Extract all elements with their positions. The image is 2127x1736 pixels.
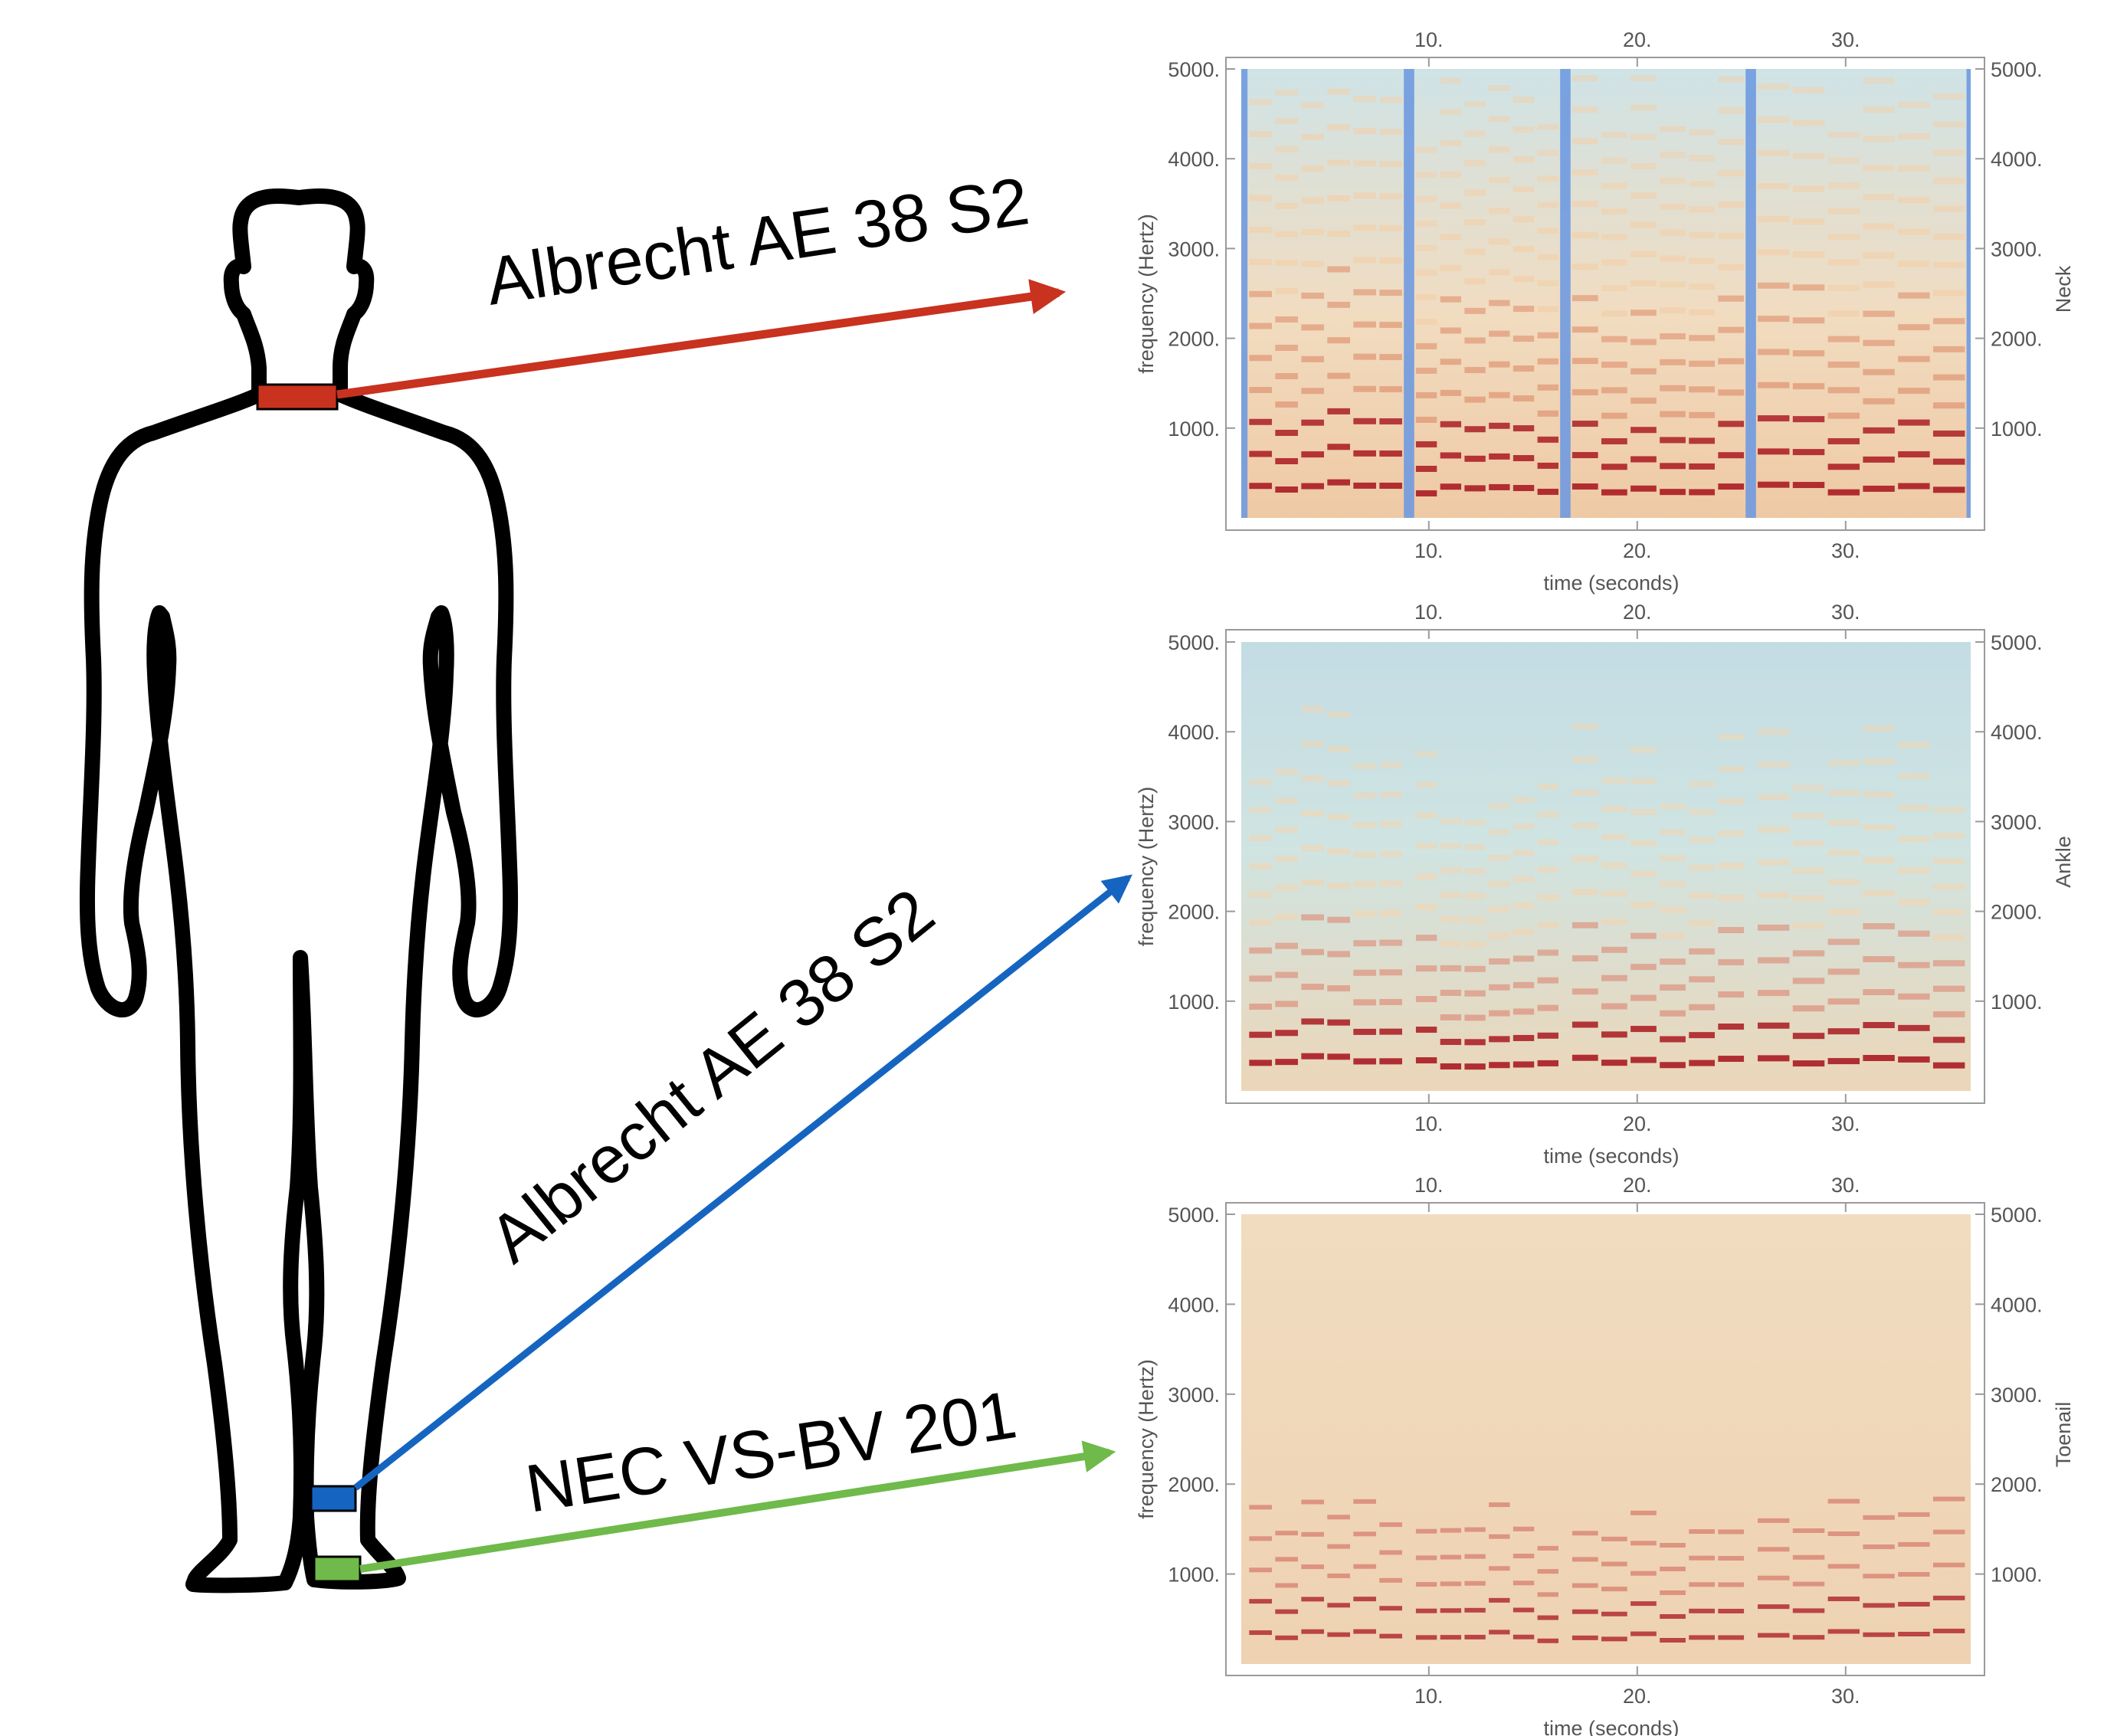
y-tick-label-left: 4000.	[1168, 1293, 1220, 1316]
x-tick-label-top: 10.	[1414, 28, 1444, 51]
neck-sensor-label: Albrecht AE 38 S2	[481, 162, 1034, 319]
x-tick-label-top: 30.	[1831, 28, 1860, 51]
spectrogram-ankle: 10. 10. 20. 20. 30. 30. 1000. 1000. 2000. 2000. 30…	[1135, 601, 2075, 1168]
x-tick-label-bottom: 10.	[1414, 1112, 1444, 1135]
x-tick-label-top: 10.	[1414, 1174, 1444, 1197]
x-tick-label-bottom: 10.	[1414, 1685, 1444, 1708]
y-tick-label-right: 3000.	[1991, 1384, 2043, 1407]
x-tick-label-top: 30.	[1831, 601, 1860, 624]
y-axis-label: frequency (Hertz)	[1135, 1359, 1158, 1519]
panel-label-toenail: Toenail	[2052, 1402, 2075, 1468]
y-tick-label-left: 4000.	[1168, 148, 1220, 171]
y-tick-label-left: 2000.	[1168, 901, 1220, 924]
spectrogram-toenail: 10. 10. 20. 20. 30. 30. 1000. 1000. 2000. 2000. 30…	[1135, 1174, 2075, 1736]
y-axis-label: frequency (Hertz)	[1135, 787, 1158, 947]
y-tick-label-left: 2000.	[1168, 328, 1220, 351]
neck-sensor-icon	[256, 383, 339, 411]
y-tick-label-right: 1000.	[1991, 1564, 2043, 1587]
y-tick-label-right: 1000.	[1991, 991, 2043, 1014]
y-tick-label-right: 4000.	[1991, 148, 2043, 171]
toenail-sensor-icon	[313, 1555, 362, 1583]
y-tick-label-right: 5000.	[1991, 1204, 2043, 1227]
y-tick-label-left: 5000.	[1168, 58, 1220, 81]
y-tick-label-right: 5000.	[1991, 631, 2043, 654]
x-axis-label: time (seconds)	[1543, 1145, 1679, 1168]
y-tick-label-left: 5000.	[1168, 631, 1220, 654]
spectrogram-image	[1241, 642, 1971, 1091]
x-tick-label-bottom: 20.	[1623, 1685, 1652, 1708]
x-tick-label-bottom: 30.	[1831, 539, 1860, 562]
panel-frame	[1225, 1202, 1985, 1676]
y-tick-label-right: 5000.	[1991, 58, 2043, 81]
y-tick-label-left: 1000.	[1168, 1564, 1220, 1587]
y-tick-label-right: 3000.	[1991, 237, 2043, 260]
x-tick-label-bottom: 20.	[1623, 1112, 1652, 1135]
spectrogram-neck: 10. 10. 20. 20. 30. 30. 1000. 1000. 2000. 2000. 30…	[1135, 28, 2075, 594]
x-tick-label-top: 30.	[1831, 1174, 1860, 1197]
x-tick-label-top: 20.	[1623, 601, 1652, 624]
y-tick-label-left: 5000.	[1168, 1204, 1220, 1227]
spectrogram-panels: 10. 10. 20. 20. 30. 30. 1000. 1000. 2000. 2000. 30…	[1135, 28, 2075, 1736]
y-tick-label-right: 4000.	[1991, 1293, 2043, 1316]
neck-arrow	[336, 279, 1067, 399]
y-tick-label-left: 2000.	[1168, 1473, 1220, 1496]
toenail-arrow	[359, 1440, 1116, 1573]
x-tick-label-bottom: 30.	[1831, 1112, 1860, 1135]
y-tick-label-right: 2000.	[1991, 901, 2043, 924]
spectrogram-image	[1241, 69, 1971, 518]
y-tick-label-right: 2000.	[1991, 328, 2043, 351]
y-tick-label-right: 1000.	[1991, 418, 2043, 441]
y-tick-label-right: 4000.	[1991, 721, 2043, 744]
y-tick-label-left: 1000.	[1168, 418, 1220, 441]
y-tick-label-right: 2000.	[1991, 1473, 2043, 1496]
y-tick-label-left: 1000.	[1168, 991, 1220, 1014]
panel-label-neck: Neck	[2052, 265, 2075, 313]
y-tick-label-left: 4000.	[1168, 721, 1220, 744]
human-body-outline-icon	[79, 188, 519, 1594]
x-tick-label-top: 20.	[1623, 28, 1652, 51]
spectrogram-image	[1241, 1214, 1971, 1664]
x-tick-label-bottom: 30.	[1831, 1685, 1860, 1708]
panel-frame	[1225, 57, 1985, 531]
ankle-arrow	[353, 874, 1132, 1491]
y-tick-label-left: 3000.	[1168, 237, 1220, 260]
x-axis-label: time (seconds)	[1543, 1717, 1679, 1736]
y-tick-label-left: 3000.	[1168, 811, 1220, 834]
y-axis-label: frequency (Hertz)	[1135, 214, 1158, 374]
x-tick-label-top: 10.	[1414, 601, 1444, 624]
y-tick-label-left: 3000.	[1168, 1384, 1220, 1407]
x-tick-label-top: 20.	[1623, 1174, 1652, 1197]
x-tick-label-bottom: 10.	[1414, 539, 1444, 562]
ankle-sensor-icon	[310, 1485, 357, 1512]
panel-frame	[1225, 629, 1985, 1104]
x-tick-label-bottom: 20.	[1623, 539, 1652, 562]
panel-label-ankle: Ankle	[2052, 836, 2075, 888]
body-silhouette	[79, 188, 519, 1594]
x-axis-label: time (seconds)	[1543, 572, 1679, 594]
y-tick-label-right: 3000.	[1991, 811, 2043, 834]
